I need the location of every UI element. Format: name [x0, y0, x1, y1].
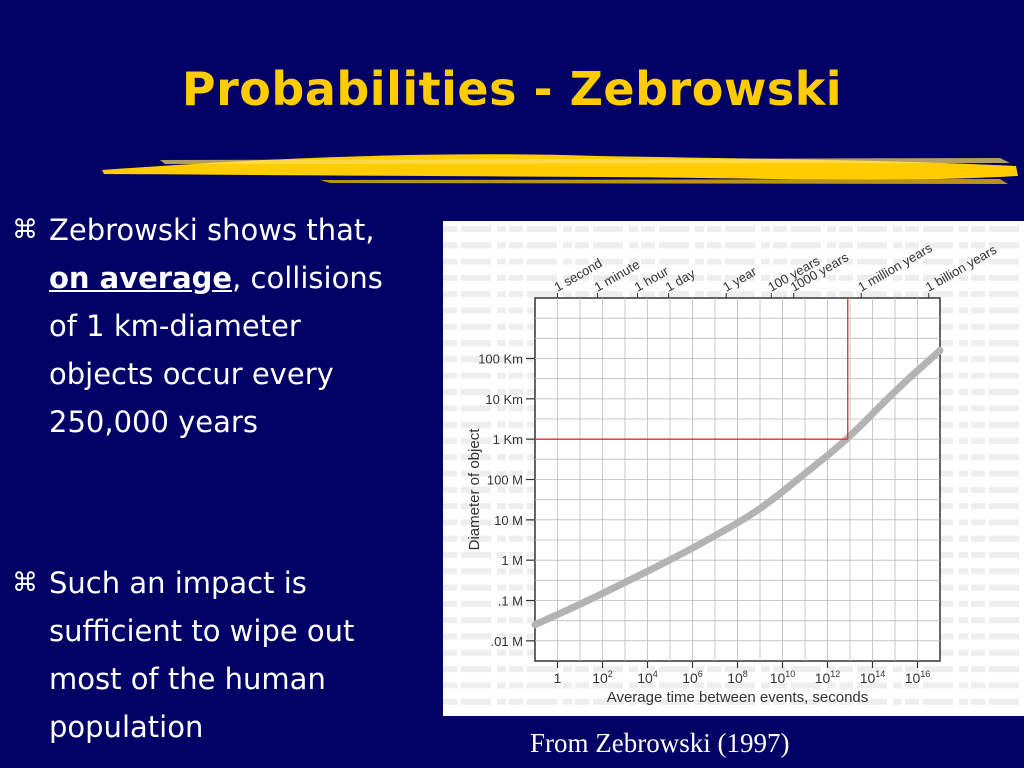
top-axis-label: 1 billion years	[923, 242, 1000, 295]
x-axis-label: Average time between events, seconds	[607, 689, 869, 706]
zebrowski-chart: .01 M .1 M 1 M 10 M 100 M 1 Km 10 Km 100 Km 1 10…	[443, 226, 1024, 706]
y-tick-label: .01 M	[490, 634, 523, 649]
x-tick-label: 1012	[815, 669, 841, 686]
x-tick-label: 108	[727, 669, 748, 686]
top-axis-label: 1 day	[663, 265, 698, 294]
figure-caption: From Zebrowski (1997)	[530, 728, 790, 758]
y-axis-ticks: .01 M .1 M 1 M 10 M 100 M 1 Km 10 Km 100 Km	[478, 352, 535, 649]
series-curve	[531, 346, 944, 629]
y-tick-label: 100 M	[487, 473, 523, 488]
series-line	[531, 346, 944, 629]
bullet-1-text: Zebrowski shows that, on average, collis…	[12, 206, 412, 446]
y-tick-label: 1 M	[501, 553, 523, 568]
annotation-lines	[535, 298, 849, 440]
y-tick-label: 100 Km	[478, 352, 523, 367]
x-tick-label: 1014	[860, 669, 886, 686]
x-tick-label: 1016	[905, 669, 931, 686]
bullet-point-2: ⌘ Such an impact is sufficient to wipe o…	[12, 559, 412, 751]
y-axis-label: Diameter of object	[466, 428, 483, 551]
bullet-1-emphasis: on average	[49, 261, 233, 295]
bullet-2-text: Such an impact is sufficient to wipe out…	[49, 566, 355, 744]
top-axis-label: 1 year	[720, 263, 759, 294]
bullet-1-text-end: , collisions of 1 km-diameter objects oc…	[49, 261, 383, 439]
x-tick-label: 1010	[770, 669, 796, 686]
y-tick-label: 10 Km	[485, 392, 523, 407]
command-key-icon: ⌘	[12, 568, 38, 598]
y-tick-label: .1 M	[498, 594, 523, 609]
slide-title: Probabilities - Zebrowski	[181, 62, 843, 116]
x-tick-label: 104	[637, 669, 658, 686]
bullet-1-text-start: Zebrowski shows that,	[49, 213, 375, 247]
command-key-icon: ⌘	[12, 215, 38, 245]
x-tick-label: 102	[592, 669, 613, 686]
x-axis-ticks: 1 102 104 106 108 1010 1012 1014 1016	[554, 661, 931, 686]
chart-figure: .01 M .1 M 1 M 10 M 100 M 1 Km 10 Km 100 Km 1 10…	[443, 221, 1024, 716]
y-tick-label: 1 Km	[493, 432, 523, 447]
bullet-point-1: ⌘ Zebrowski shows that, on average, coll…	[12, 206, 412, 446]
y-tick-label: 10 M	[494, 513, 523, 528]
grid-lines	[535, 298, 940, 661]
x-tick-label: 106	[682, 669, 703, 686]
x-tick-label: 1	[554, 670, 562, 686]
